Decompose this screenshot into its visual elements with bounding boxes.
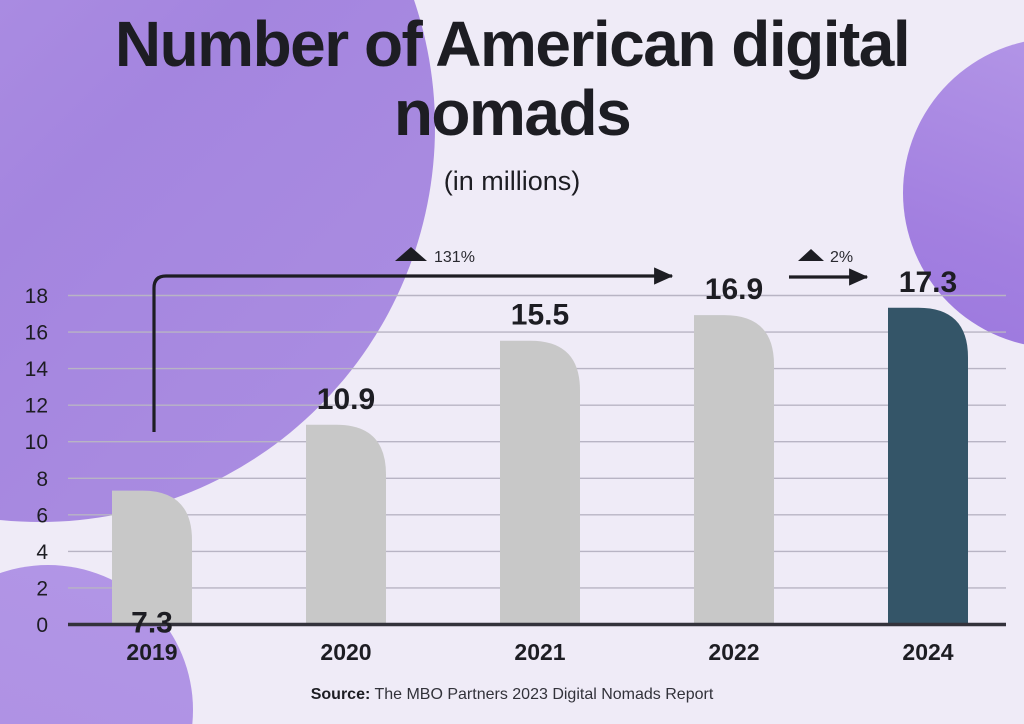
x-axis-tick-label: 2024 [902, 639, 953, 665]
bar-value-label: 10.9 [317, 383, 375, 416]
up-triangle-icon [395, 247, 427, 261]
y-axis-tick-label: 0 [36, 614, 48, 637]
bar-value-label: 17.3 [899, 266, 957, 299]
chart-header: Number of American digital nomads (in mi… [0, 0, 1024, 197]
annotation-growth-2019-2022: 131% [152, 247, 674, 432]
bar [500, 340, 580, 624]
chart-subtitle: (in millions) [443, 166, 581, 197]
x-tick-labels-group: 2019 2020 2021 2022 2024 [126, 639, 953, 665]
elbow-arrow-path [152, 267, 674, 432]
annotation-label-131: 131% [434, 249, 475, 266]
up-triangle-icon [798, 249, 824, 261]
bar [694, 315, 774, 624]
y-axis-tick-label: 6 [36, 504, 48, 527]
page-title: Number of American digital nomads [114, 8, 911, 150]
y-axis-tick-label: 2 [36, 577, 48, 600]
x-axis-tick-label: 2019 [126, 639, 177, 665]
bar [306, 424, 386, 624]
y-axis-tick-label: 10 [25, 431, 48, 454]
y-axis-tick-label: 14 [25, 358, 49, 381]
annotation-growth-2022-2024: 2% [789, 249, 869, 286]
bar [112, 490, 192, 624]
y-axis-tick-label: 12 [25, 395, 48, 418]
source-prefix: Source: [310, 686, 371, 703]
bar-value-label: 7.3 [131, 607, 173, 640]
y-tick-labels-group: 0 2 4 6 8 10 12 14 16 18 [25, 285, 49, 637]
bar [888, 307, 968, 624]
x-axis-tick-label: 2022 [708, 639, 759, 665]
bars-group [112, 307, 968, 624]
source-note: Source: The MBO Partners 2023 Digital No… [0, 686, 1024, 704]
y-axis-tick-label: 4 [36, 541, 48, 564]
x-axis-tick-label: 2020 [320, 639, 371, 665]
annotation-label-2: 2% [830, 249, 853, 266]
bar-value-label: 16.9 [705, 273, 763, 306]
y-axis-tick-label: 16 [25, 322, 48, 345]
x-axis-tick-label: 2021 [514, 639, 565, 665]
y-axis-tick-label: 8 [36, 468, 48, 491]
bar-value-label: 15.5 [511, 299, 569, 332]
source-text: The MBO Partners 2023 Digital Nomads Rep… [370, 686, 714, 703]
y-axis-tick-label: 18 [25, 285, 48, 308]
